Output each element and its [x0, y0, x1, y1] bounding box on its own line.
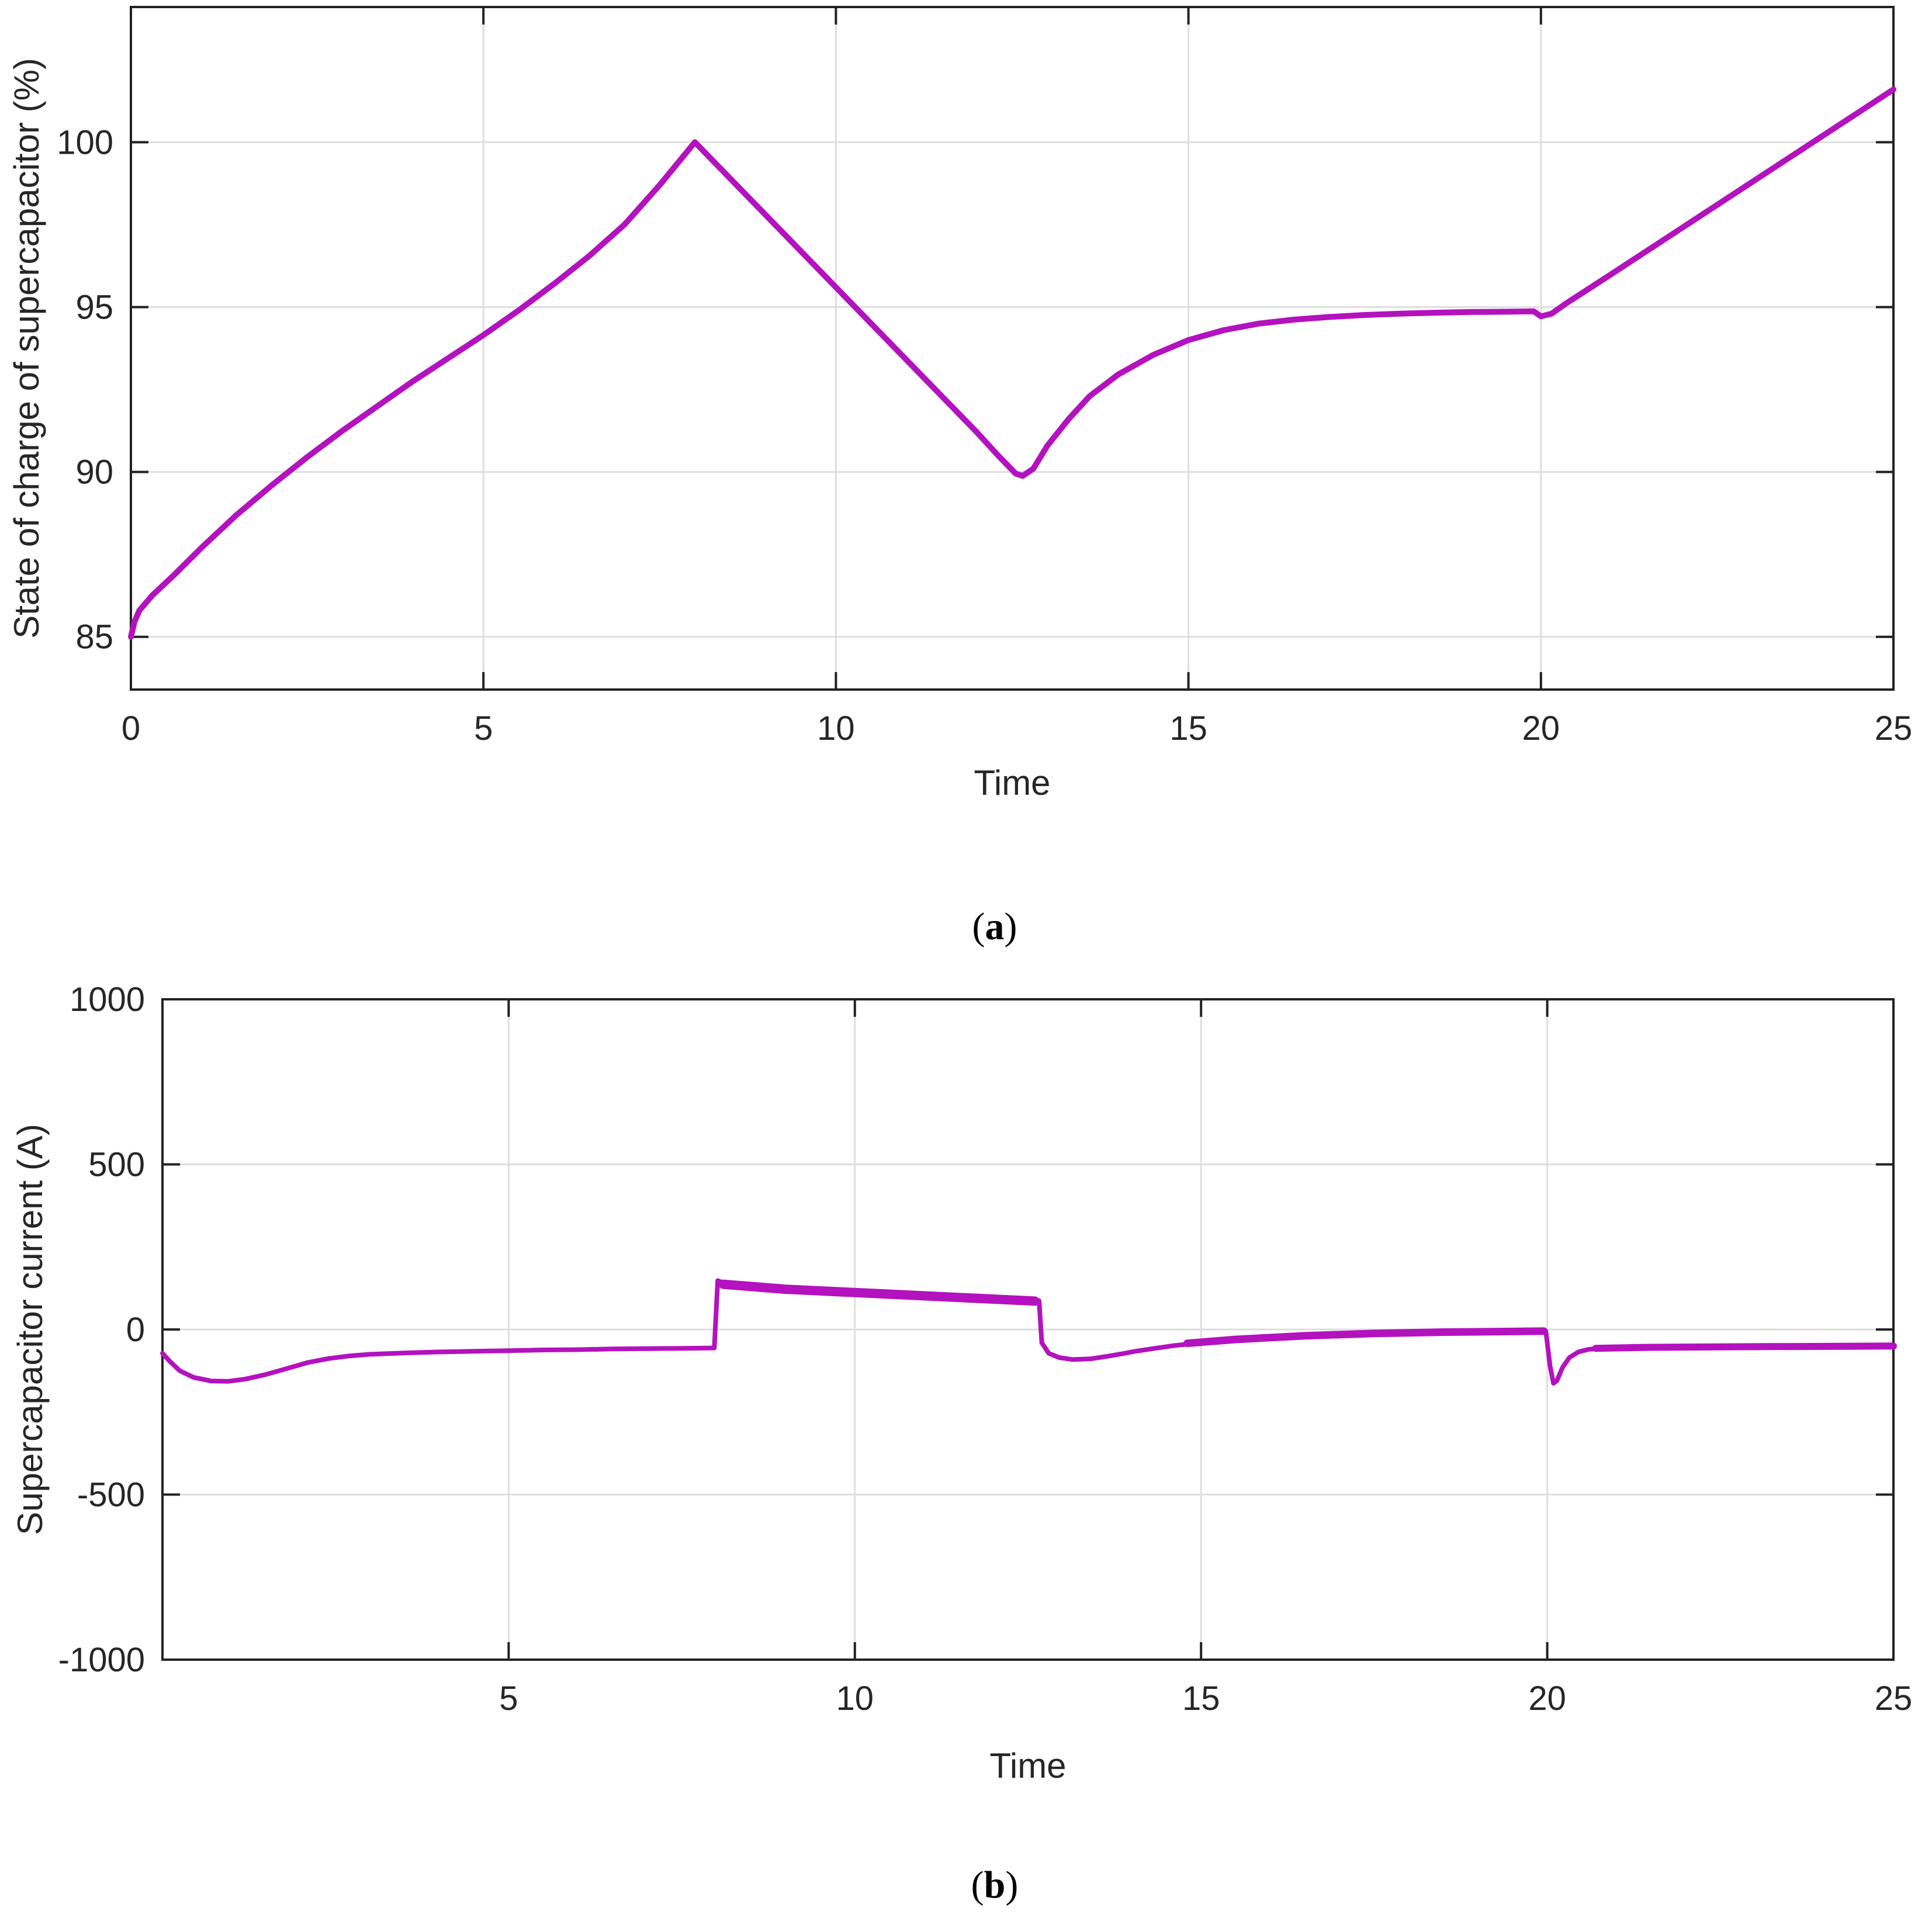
caption-a-open: ( [972, 905, 985, 948]
x-tick-label: 5 [499, 1680, 518, 1718]
tick-label-layer: 0 5 10 15 20 25 85 90 95 100 [57, 123, 1912, 747]
caption-a: (a) [0, 818, 1925, 964]
x-tick-label: 15 [1169, 709, 1207, 747]
y-tick-label: 95 [75, 288, 113, 326]
x-tick-label: 15 [1182, 1680, 1220, 1718]
x-tick-label: 25 [1875, 1680, 1913, 1718]
noise-band-discharge-plateau-curve [718, 1279, 1040, 1306]
caption-a-letter: a [985, 905, 1005, 948]
noise-band-tail-curve [1592, 1342, 1897, 1352]
caption-b-open: ( [971, 1864, 984, 1906]
y-axis-label: Supercapacitor current (A) [11, 1124, 50, 1535]
soc-chart: 0 5 10 15 20 25 85 90 95 100 State of charge of s… [7, 6, 1912, 802]
x-tick-label: 20 [1528, 1680, 1566, 1718]
grid-layer [130, 7, 1895, 690]
series-layer [160, 1278, 1897, 1386]
caption-b: (b) [0, 1812, 1925, 1932]
caption-a-close: ) [1004, 905, 1017, 948]
x-tick-label: 25 [1875, 709, 1913, 747]
y-tick-label: 90 [75, 453, 113, 491]
y-tick-label: -500 [77, 1476, 145, 1514]
x-tick-label: 20 [1522, 709, 1560, 747]
x-tick-label: 0 [122, 709, 140, 747]
x-tick-label: 10 [817, 709, 855, 747]
supercapacitor-current-curve [160, 1278, 1896, 1386]
x-tick-label: 5 [474, 709, 493, 747]
axes-layer [130, 6, 1895, 691]
caption-b-close: ) [1005, 1864, 1019, 1906]
y-tick-label: 1000 [70, 981, 145, 1019]
tick-label-layer: 5 10 15 20 25 -1000 -500 0 500 1000 [58, 981, 1913, 1718]
y-tick-label: 500 [88, 1146, 145, 1184]
panel-a: 0 5 10 15 20 25 85 90 95 100 State of charge of s… [0, 0, 1925, 964]
y-tick-label: 85 [75, 618, 113, 656]
axes-layer [161, 998, 1895, 1661]
grid-layer [162, 998, 1895, 1661]
x-axis-label: Time [989, 1746, 1066, 1785]
caption-b-letter: b [984, 1864, 1006, 1906]
y-axis-label: State of charge of supercapacitor (%) [7, 58, 46, 639]
axes-box [130, 6, 1895, 691]
y-tick-label: 100 [57, 123, 113, 161]
y-tick-label: -1000 [58, 1641, 145, 1679]
noise-band-recovery-curve [1183, 1327, 1548, 1348]
state-of-charge-curve [128, 86, 1896, 640]
x-tick-label: 10 [836, 1680, 874, 1718]
y-tick-label: 0 [126, 1311, 145, 1349]
x-axis-label: Time [974, 763, 1050, 802]
panel-b: 5 10 15 20 25 -1000 -500 0 500 1000 Supercapacito… [0, 964, 1925, 1932]
series-layer [128, 86, 1896, 640]
current-chart: 5 10 15 20 25 -1000 -500 0 500 1000 Supercapacito… [11, 981, 1913, 1785]
